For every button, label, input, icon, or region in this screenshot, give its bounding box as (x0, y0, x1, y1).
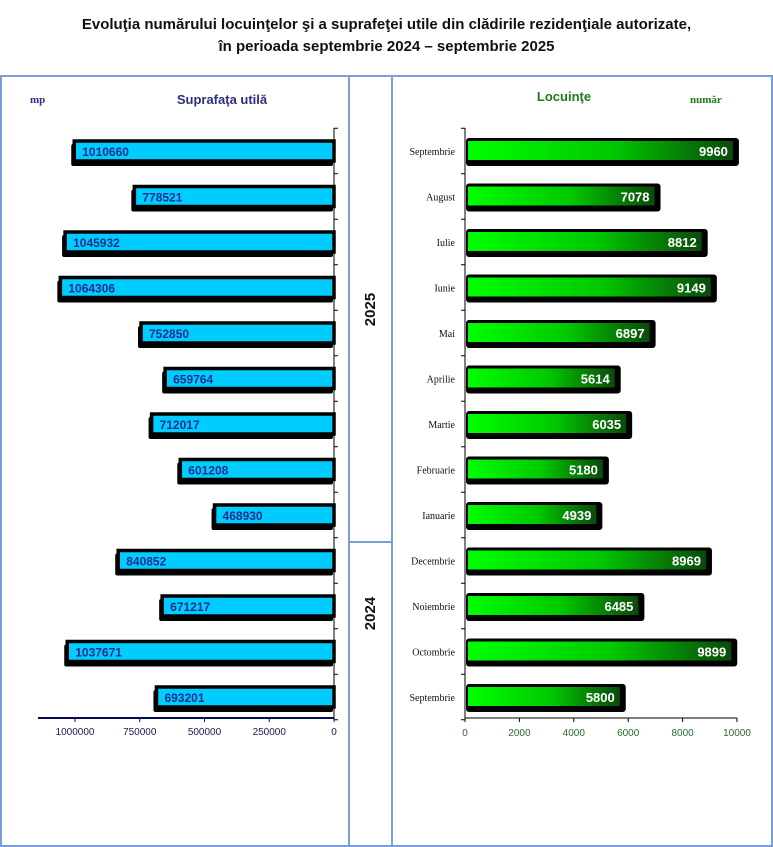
dwellings-bar (468, 368, 615, 388)
dwellings-bar-label: 5800 (586, 690, 615, 705)
area-bar-label: 693201 (164, 691, 204, 705)
x-tick-label: 250000 (253, 727, 287, 738)
dwellings-bar-label: 4939 (562, 508, 591, 523)
dwellings-bar (468, 277, 711, 297)
area-bar-label: 1010660 (82, 145, 129, 159)
category-label: Mai (439, 329, 455, 340)
area-bar-label: 1037671 (75, 646, 122, 660)
category-label: Martie (428, 420, 455, 431)
dwellings-bar (468, 232, 702, 251)
area-bar (139, 321, 336, 345)
category-label: Ianuarie (422, 511, 455, 522)
x-tick-label: 2000 (508, 728, 531, 739)
dwellings-bar (468, 505, 597, 524)
area-bar-label: 671217 (170, 600, 210, 614)
dwellings-bar (468, 186, 655, 206)
category-label: Octombrie (412, 648, 455, 659)
dwellings-bar-label: 8812 (668, 235, 697, 250)
category-label: Aprilie (427, 375, 456, 386)
x-tick-label: 1000000 (56, 727, 95, 738)
area-bar-label: 778521 (142, 191, 182, 205)
dwellings-bar-label: 6485 (604, 599, 633, 614)
unit-label-numar: număr (690, 94, 722, 106)
x-tick-label: 10000 (723, 728, 751, 739)
dwellings-bar-label: 7078 (621, 190, 650, 205)
dwellings-bar-label: 6897 (616, 326, 645, 341)
x-tick-label: 750000 (123, 727, 157, 738)
area-bar (116, 548, 336, 573)
dwellings-chart-title: Locuinţe (537, 89, 591, 104)
category-label: Septembrie (409, 693, 455, 704)
area-bar-label: 1045932 (73, 236, 120, 250)
dwellings-bar-label: 5180 (569, 463, 598, 478)
x-tick-label: 500000 (188, 727, 222, 738)
area-bar-label: 712017 (160, 418, 200, 432)
dwellings-bar (468, 641, 732, 661)
dwellings-bar (468, 596, 639, 615)
chart-title: Evoluţia numărului locuinţelor şi a supr… (0, 14, 773, 58)
area-bar (58, 275, 336, 300)
area-chart-title: Suprafaţa utilă (177, 92, 268, 107)
divider-left (348, 75, 350, 847)
dwellings-bar (468, 687, 620, 706)
dwellings-bar (468, 459, 603, 479)
dwellings-bar-label: 9899 (697, 645, 726, 660)
year-divider (349, 541, 393, 543)
area-bar (149, 412, 336, 436)
dwellings-bar-label: 9149 (677, 281, 706, 296)
area-bar (63, 230, 336, 254)
dwellings-bar (468, 323, 650, 342)
chart-frame (0, 75, 773, 847)
category-label: Iulie (437, 238, 456, 249)
area-bar (178, 457, 336, 482)
category-label: Noiembrie (412, 602, 455, 613)
dwellings-bar (468, 414, 627, 433)
x-tick-label: 0 (462, 728, 468, 739)
area-bar (212, 503, 336, 527)
divider-right (391, 75, 393, 847)
area-bar-label: 1064306 (68, 282, 115, 296)
title-line-2: în perioada septembrie 2024 – septembrie… (218, 38, 555, 55)
dwellings-bar (468, 550, 706, 570)
area-bar (163, 366, 336, 391)
area-bar-label: 659764 (173, 373, 213, 387)
category-label: Iunie (434, 284, 455, 295)
area-bar (72, 139, 336, 163)
unit-label-mp: mp (30, 94, 45, 106)
x-tick-label: 0 (331, 727, 337, 738)
dwellings-bar-label: 9960 (699, 144, 728, 159)
area-bar (160, 594, 336, 618)
area-bar-label: 468930 (223, 509, 263, 523)
category-label: Februarie (417, 466, 456, 477)
dwellings-bar-label: 5614 (581, 372, 611, 387)
area-bar (132, 184, 336, 209)
area-bar-label: 840852 (126, 555, 166, 569)
dwellings-bar (468, 141, 733, 160)
x-tick-label: 6000 (617, 728, 640, 739)
x-tick-label: 4000 (563, 728, 586, 739)
title-line-1: Evoluţia numărului locuinţelor şi a supr… (81, 16, 692, 33)
area-bar (65, 639, 336, 664)
category-label: Decembrie (411, 557, 455, 568)
area-bar (154, 685, 336, 709)
dwellings-bar-label: 8969 (672, 554, 701, 569)
area-bar-label: 752850 (149, 327, 189, 341)
area-bar-label: 601208 (188, 464, 228, 478)
dwellings-bar-label: 6035 (592, 417, 621, 432)
x-tick-label: 8000 (671, 728, 694, 739)
category-label: Septembrie (409, 147, 455, 158)
category-label: August (426, 193, 455, 204)
